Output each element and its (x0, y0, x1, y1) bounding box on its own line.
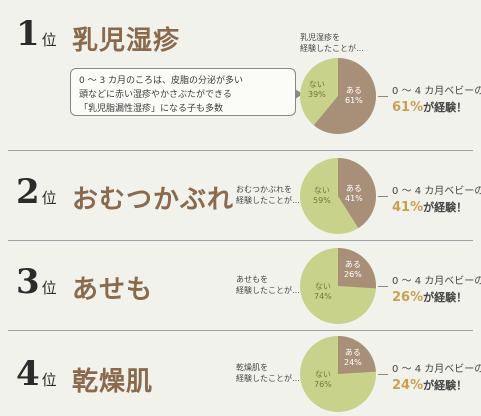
chart-question: あせもを 経験したことが… (236, 275, 300, 295)
pointer-line (378, 374, 388, 375)
section-divider (8, 150, 473, 151)
pointer-line (378, 286, 388, 287)
condition-title: 乳児湿疹 (72, 26, 181, 56)
stat-text: 0 ～ 4 カ月ベビーの 41%が経験！ (392, 186, 481, 215)
yes-label: ある 24% (344, 348, 362, 367)
pie-chart (300, 336, 376, 412)
info-bubble: 0 ～ 3 カ月のころは、皮脂の分泌が多い 頭などに赤い湿疹やかさぶたができる … (70, 68, 303, 116)
stat-text: 0 ～ 4 カ月ベビーの 24%が経験！ (392, 364, 481, 393)
stat-text: 0 ～ 4 カ月ベビーの 26%が経験！ (392, 276, 481, 305)
chart-question: 乳児湿疹を 経験したことが… (300, 33, 364, 53)
no-label: ない 76% (314, 370, 332, 389)
no-label: ない 59% (313, 186, 331, 205)
pointer-line (378, 96, 388, 97)
pie-chart (300, 58, 376, 134)
pie-slice-yes (338, 336, 376, 374)
chart-question: 乾燥肌を 経験したことが… (236, 363, 300, 383)
yes-label: ある 26% (344, 260, 362, 279)
no-label: ない 39% (308, 80, 326, 99)
condition-title: 乾燥肌 (72, 367, 154, 397)
condition-title: おむつかぶれ (72, 185, 235, 215)
stat-text: 0 ～ 4 カ月ベビーの 61%が経験！ (392, 86, 481, 115)
pie-chart (300, 248, 376, 324)
pointer-line (378, 196, 388, 197)
section-divider (8, 330, 473, 331)
condition-title: あせも (72, 275, 154, 305)
pie-slice-yes (313, 58, 376, 134)
pie-slice-yes (338, 248, 376, 289)
pie-slice-yes (338, 158, 376, 229)
no-label: ない 74% (314, 282, 332, 301)
section-divider (8, 240, 473, 241)
yes-label: ある 61% (345, 86, 363, 105)
chart-question: おむつかぶれを 経験したことが… (236, 185, 300, 205)
pie-chart (300, 158, 376, 234)
yes-label: ある 41% (345, 184, 363, 203)
